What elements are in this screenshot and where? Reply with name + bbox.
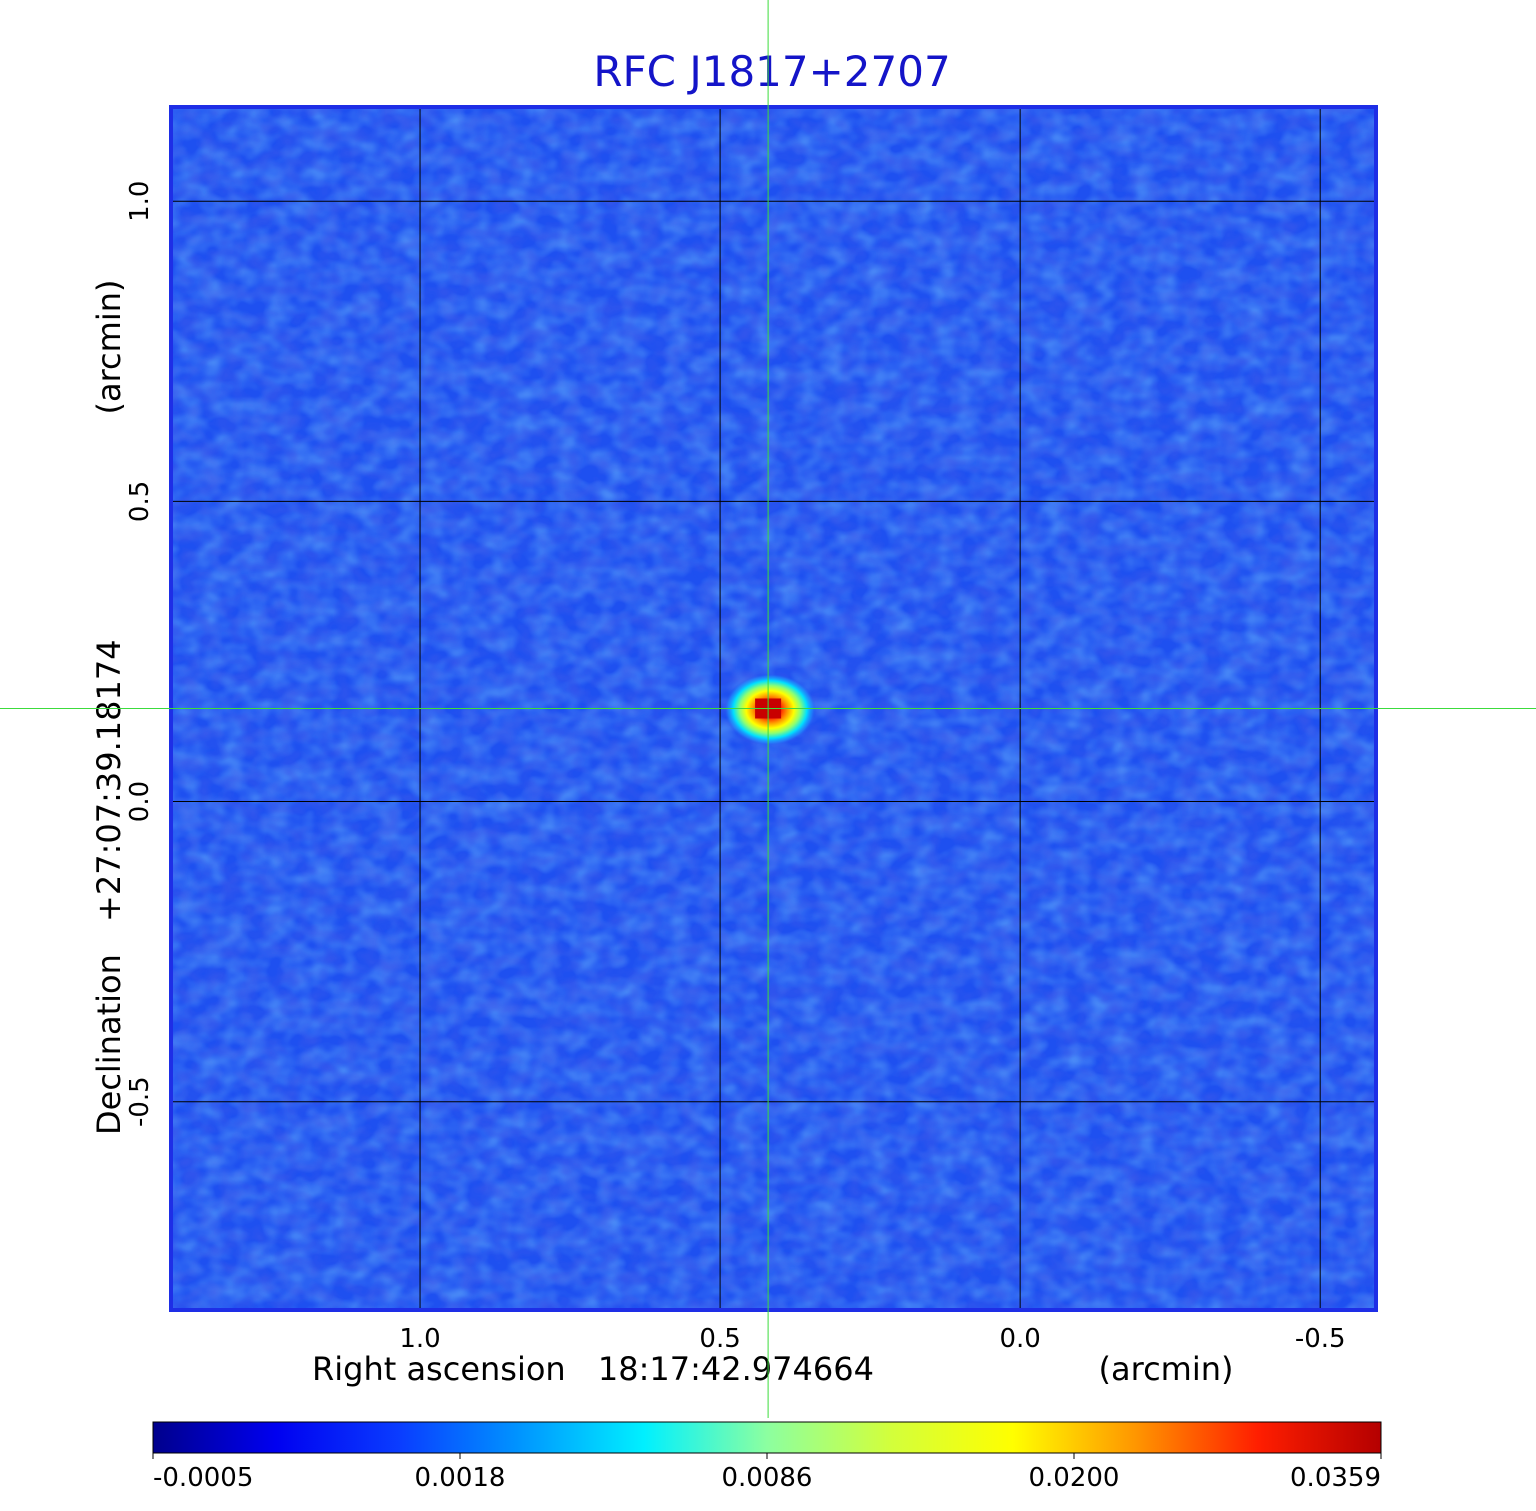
x-axis-label: Right ascension 18:17:42.974664	[312, 1350, 874, 1388]
y-tick-label: -0.5	[125, 1076, 155, 1127]
x-tick-labels: 1.0 0.5 0.0 -0.5	[399, 1324, 1345, 1354]
crosshair	[0, 0, 1536, 1418]
colorbar-tick-label: -0.0005	[153, 1463, 253, 1493]
x-tick-label: 0.5	[699, 1324, 740, 1354]
x-tick-label: 0.0	[999, 1324, 1040, 1354]
chart-title: RFC J1817+2707	[593, 47, 950, 96]
y-tick-label: 1.0	[125, 181, 155, 222]
colorbar-tick-labels: -0.0005 0.0018 0.0086 0.0200 0.0359	[152, 1453, 1382, 1493]
y-tick-label: 0.0	[125, 781, 155, 822]
colorbar	[152, 1421, 1382, 1454]
y-axis-name: Declination	[90, 954, 128, 1135]
x-axis-name: Right ascension	[312, 1350, 566, 1388]
colorbar-tick-label: 0.0359	[1290, 1463, 1381, 1493]
colorbar-tick-label: 0.0086	[722, 1463, 813, 1493]
y-tick-label: 0.5	[125, 481, 155, 522]
x-tick-label: -0.5	[1295, 1324, 1346, 1354]
x-axis-center: 18:17:42.974664	[598, 1350, 874, 1388]
y-tick-labels: 1.0 0.5 0.0 -0.5	[125, 181, 155, 1127]
y-axis-center: +27:07:39.18174	[90, 639, 128, 922]
x-tick-label: 1.0	[399, 1324, 440, 1354]
y-axis-label: Declination +27:07:39.18174	[90, 639, 128, 1135]
source-layer	[724, 673, 817, 746]
colorbar-tick-label: 0.0018	[415, 1463, 506, 1493]
y-axis-unit: (arcmin)	[90, 280, 128, 415]
colorbar-tick-label: 0.0200	[1029, 1463, 1120, 1493]
x-axis-unit: (arcmin)	[1099, 1350, 1234, 1388]
